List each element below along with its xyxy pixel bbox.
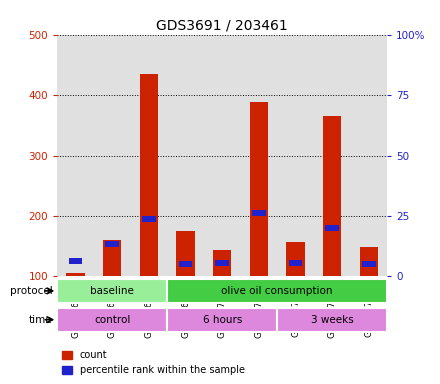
Bar (105, 242, 119, 247)
Bar (66, 273, 85, 276)
Bar (277, 308, 387, 332)
Text: control: control (94, 314, 130, 325)
Bar (69, 258, 82, 264)
Bar (213, 250, 231, 276)
Bar (142, 216, 156, 222)
Text: 3 weeks: 3 weeks (311, 314, 354, 325)
Bar (176, 231, 195, 276)
Bar (179, 262, 192, 267)
Legend: count, percentile rank within the sample: count, percentile rank within the sample (62, 351, 245, 375)
Bar (362, 262, 376, 267)
Text: olive oil consumption: olive oil consumption (221, 286, 333, 296)
Text: 6 hours: 6 hours (202, 314, 242, 325)
Bar (252, 210, 266, 216)
Bar (103, 240, 121, 276)
Bar (167, 308, 277, 332)
Text: time: time (29, 314, 53, 325)
Bar (325, 225, 339, 231)
Bar (250, 102, 268, 276)
Bar (286, 242, 305, 276)
Bar (57, 308, 167, 332)
Bar (140, 74, 158, 276)
Bar (323, 116, 341, 276)
Bar (57, 279, 167, 303)
Text: baseline: baseline (90, 286, 134, 296)
Text: protocol: protocol (10, 286, 53, 296)
Bar (215, 260, 229, 266)
Bar (289, 260, 302, 266)
Title: GDS3691 / 203461: GDS3691 / 203461 (156, 18, 288, 32)
Bar (360, 247, 378, 276)
Bar (167, 279, 387, 303)
